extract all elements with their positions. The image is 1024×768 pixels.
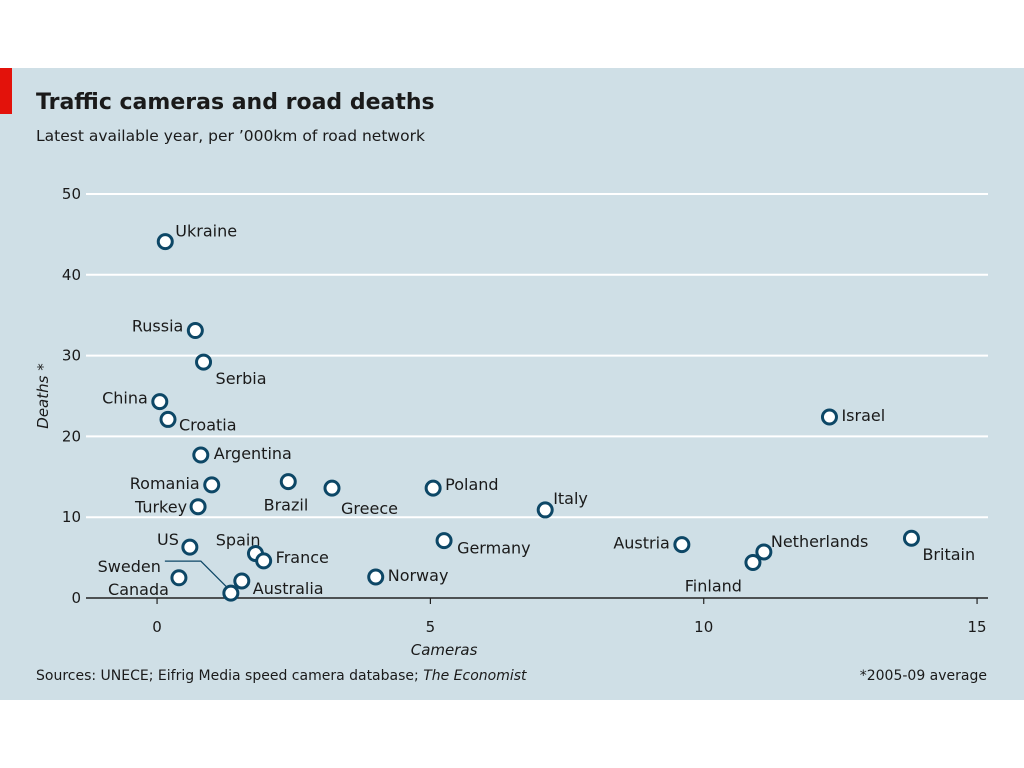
y-tick-label: 0	[71, 589, 81, 607]
point-label: Greece	[341, 499, 398, 518]
data-point	[195, 353, 213, 371]
point-label: Romania	[130, 474, 200, 493]
data-point	[435, 532, 453, 550]
point-label: Sweden	[98, 557, 161, 576]
point-label: France	[276, 548, 329, 567]
data-point	[233, 572, 251, 590]
point-label: Austria	[613, 534, 670, 553]
x-tick-label: 5	[426, 618, 436, 636]
point-label: Brazil	[264, 496, 309, 515]
point-label: China	[102, 389, 148, 408]
point-label: Italy	[553, 489, 588, 508]
y-tick-label: 50	[62, 185, 81, 203]
point-label: Poland	[445, 475, 498, 494]
brand-accent-bar	[0, 68, 12, 114]
data-point	[192, 446, 210, 464]
point-label: Germany	[457, 539, 531, 558]
data-point	[279, 473, 297, 491]
data-point	[159, 410, 177, 428]
chart-panel	[0, 68, 1024, 700]
source-text: Sources: UNECE; Eifrig Media speed camer…	[36, 668, 424, 684]
data-point	[181, 538, 199, 556]
leader-line	[164, 560, 228, 588]
point-label: Britain	[922, 545, 975, 564]
point-label: Russia	[132, 317, 183, 336]
point-label: Spain	[216, 531, 261, 550]
point-label: Turkey	[134, 498, 187, 517]
point-label: Australia	[253, 579, 324, 598]
data-point	[170, 569, 188, 587]
data-point	[186, 322, 204, 340]
data-point	[189, 498, 207, 516]
chart-title: Traffic cameras and road deaths	[36, 90, 435, 115]
point-label: Netherlands	[771, 532, 869, 551]
data-point	[673, 536, 691, 554]
data-point	[203, 476, 221, 494]
point-label: Israel	[841, 406, 885, 425]
y-tick-label: 20	[62, 427, 81, 445]
data-point	[755, 543, 773, 561]
point-label: Croatia	[179, 415, 237, 434]
data-point	[820, 408, 838, 426]
y-axis-label: Deaths *	[34, 363, 52, 429]
y-tick-label: 30	[62, 347, 81, 365]
data-point	[151, 393, 169, 411]
x-axis-label: Cameras	[411, 641, 478, 659]
data-point	[222, 584, 240, 602]
data-point	[255, 552, 273, 570]
data-point	[367, 568, 385, 586]
data-point	[744, 553, 762, 571]
footnote: *2005-09 average	[859, 668, 987, 684]
data-point	[902, 529, 920, 547]
point-label: US	[157, 530, 179, 549]
point-label: Ukraine	[175, 222, 237, 241]
x-tick-label: 10	[694, 618, 713, 636]
point-label: Serbia	[216, 369, 267, 388]
x-tick-label: 15	[968, 618, 987, 636]
data-point	[156, 233, 174, 251]
source-italic: The Economist	[423, 668, 527, 684]
x-tick-label: 0	[152, 618, 162, 636]
data-point	[536, 501, 554, 519]
chart-subtitle: Latest available year, per ’000km of roa…	[36, 127, 425, 145]
data-point	[424, 479, 442, 497]
point-label: Norway	[388, 566, 449, 585]
point-label: Argentina	[214, 444, 292, 463]
point-label: Canada	[108, 580, 169, 599]
point-label: Finland	[685, 576, 742, 595]
data-point	[323, 479, 341, 497]
y-tick-label: 10	[62, 508, 81, 526]
source-note: Sources: UNECE; Eifrig Media speed camer…	[36, 668, 527, 684]
y-tick-label: 40	[62, 266, 81, 284]
